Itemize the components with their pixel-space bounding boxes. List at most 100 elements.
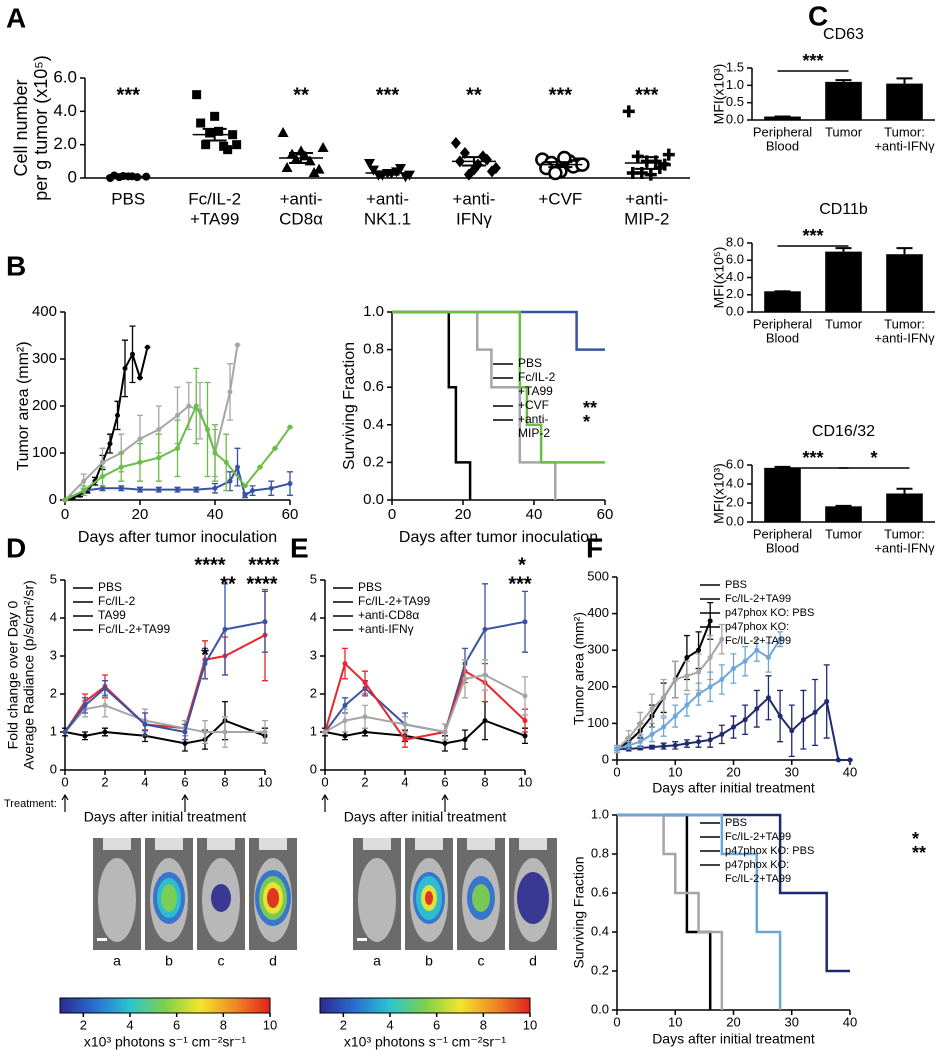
error-bar <box>375 170 400 176</box>
y-tick-label: 4.0 <box>726 475 744 490</box>
panel-label: B <box>6 250 26 281</box>
y-tick-label: 200 <box>32 397 57 414</box>
x-tick-label: Tumor: <box>884 526 925 541</box>
y-tick-label: 1.5 <box>726 59 744 74</box>
series-line <box>64 620 266 734</box>
x-tick-label: Tumor <box>825 316 863 331</box>
data-point <box>684 741 690 747</box>
data-point <box>812 709 818 715</box>
x-tick-label: 30 <box>785 764 799 779</box>
series-line <box>616 638 723 750</box>
panel-label: C <box>808 0 828 31</box>
data-point <box>835 757 841 763</box>
y-tick-label: 4.0 <box>53 101 77 120</box>
legend-label: Fc/IL-2+TA99 <box>98 622 170 636</box>
y-tick-label: 0.2 <box>591 962 609 977</box>
significance: *** <box>549 84 573 106</box>
y-tick-label: 2 <box>310 685 317 700</box>
bar <box>886 254 923 312</box>
significance: * <box>912 829 919 849</box>
y-tick-label: 0.0 <box>726 111 744 126</box>
image-label: a <box>113 953 121 969</box>
error-bar <box>289 152 314 164</box>
legend-label: PBS <box>725 817 747 829</box>
data-point <box>62 497 68 503</box>
data-point <box>102 729 108 735</box>
data-point <box>308 167 320 177</box>
x-tick-label: 2 <box>361 774 368 789</box>
bar <box>764 116 801 120</box>
data-point <box>287 424 293 430</box>
data-point <box>696 691 702 697</box>
y-axis-label: MFI(x10³) <box>711 64 727 125</box>
data-point <box>232 140 242 150</box>
data-point <box>707 737 713 743</box>
y-axis-label: Cell number <box>11 79 31 176</box>
y-tick-label: 0.0 <box>363 491 384 508</box>
significance: *** <box>802 448 823 468</box>
data-point <box>62 729 68 735</box>
mouse-image-top <box>467 838 495 850</box>
data-point <box>317 142 329 152</box>
x-tick-label: 2 <box>340 1017 347 1032</box>
legend-label: +anti- <box>518 412 548 426</box>
data-point <box>342 718 348 724</box>
data-point <box>205 128 215 138</box>
series-line <box>392 310 472 500</box>
y-axis-label: Tumor area (mm²) <box>15 341 32 470</box>
data-point <box>193 487 199 493</box>
colorbar <box>319 997 531 1014</box>
series-line <box>324 673 526 734</box>
data-point <box>637 720 643 726</box>
data-point <box>223 145 233 155</box>
x-tick-label: 20 <box>726 1014 740 1029</box>
data-point <box>462 676 468 682</box>
y-tick-label: 200 <box>587 678 609 693</box>
data-point <box>186 403 192 409</box>
bar <box>825 81 862 120</box>
y-tick-label: 0.8 <box>591 845 609 860</box>
y-axis-label: per g tumor (x10⁵) <box>31 55 51 201</box>
legend-label: Fc/IL-2+TA99 <box>725 593 791 605</box>
y-tick-label: 0.0 <box>726 303 744 318</box>
data-point <box>287 481 293 487</box>
x-tick-label: 10 <box>523 1017 537 1032</box>
bar <box>825 251 862 312</box>
y-tick-label: 0 <box>602 751 609 766</box>
error-bar <box>461 156 486 167</box>
y-tick-label: 0.0 <box>726 513 744 528</box>
treatment-label: Treatment: <box>4 798 57 810</box>
data-point <box>765 695 771 701</box>
data-point <box>82 702 88 708</box>
image-label: b <box>425 953 433 969</box>
x-axis-label: Days after initial treatment <box>344 809 507 825</box>
data-point <box>672 676 678 682</box>
y-tick-label: 0 <box>50 761 57 776</box>
data-point <box>118 485 124 491</box>
data-point <box>242 492 248 498</box>
scale-bar <box>97 938 107 941</box>
chart-title: CD63 <box>823 26 864 43</box>
signal <box>267 888 279 908</box>
x-tick-label: 10 <box>518 774 532 789</box>
x-tick-label: +anti- <box>452 189 495 208</box>
data-point <box>262 729 268 735</box>
y-tick-label: 1.0 <box>726 77 744 92</box>
x-axis-label: Days after initial treatment <box>652 1031 815 1047</box>
x-tick-label: 2 <box>80 1017 87 1032</box>
data-point <box>342 733 348 739</box>
y-tick-label: 0 <box>49 491 57 508</box>
x-tick-label: 10 <box>263 1017 277 1032</box>
error-bar <box>896 487 913 494</box>
data-point <box>362 714 368 720</box>
x-tick-label: +anti-IFNγ <box>874 138 935 153</box>
y-tick-label: 1.0 <box>363 303 384 320</box>
y-tick-label: 0.0 <box>591 1001 609 1016</box>
data-point <box>81 478 87 484</box>
x-tick-label: 6 <box>433 1017 440 1032</box>
y-tick-label: 6.0 <box>726 252 744 267</box>
data-point <box>684 655 690 661</box>
x-tick-label: 8 <box>480 1017 487 1032</box>
data-point <box>156 455 162 461</box>
x-tick-label: 0 <box>61 506 69 523</box>
